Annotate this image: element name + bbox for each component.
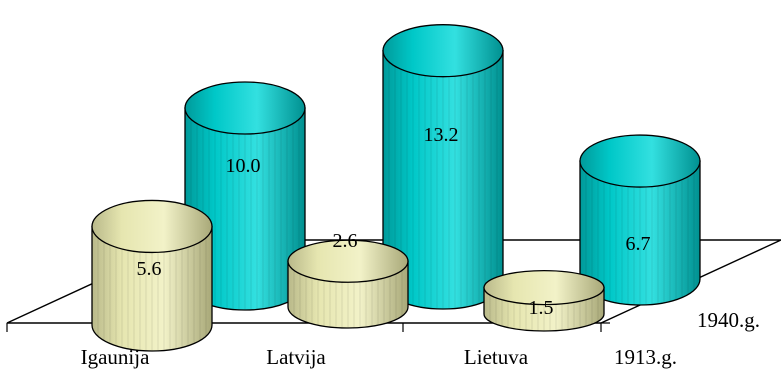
bar-top — [91, 199, 213, 254]
category-label: Igaunija — [81, 345, 150, 369]
category-label: Latvija — [266, 345, 326, 369]
category-label: Lietuva — [464, 345, 529, 369]
data-label: 13.2 — [424, 124, 459, 146]
data-label: 1.5 — [529, 297, 554, 319]
data-label: 5.6 — [137, 258, 162, 280]
data-label: 2.6 — [333, 230, 358, 252]
bar-top — [287, 239, 409, 283]
data-labels: 10.0 13.2 6.7 5.6 2.6 1.5 — [137, 124, 651, 319]
bar — [579, 134, 701, 306]
series-axis-label: 1913.g. — [614, 345, 677, 369]
series-axis-label: 1940.g. — [697, 308, 760, 332]
axis-labels: Igaunija Latvija Lietuva 1913.g. 1940.g. — [81, 308, 760, 369]
series-1913-bars — [91, 199, 605, 352]
bar-top — [184, 81, 306, 135]
data-label: 6.7 — [626, 233, 651, 255]
series-1940-bars — [184, 24, 701, 311]
bar — [483, 269, 605, 332]
bar-top — [382, 24, 504, 78]
bar-top — [579, 134, 701, 188]
bar-body — [91, 225, 213, 352]
data-label: 10.0 — [226, 155, 261, 177]
bar — [91, 199, 213, 352]
bar-top — [483, 269, 605, 306]
bar — [287, 239, 409, 329]
